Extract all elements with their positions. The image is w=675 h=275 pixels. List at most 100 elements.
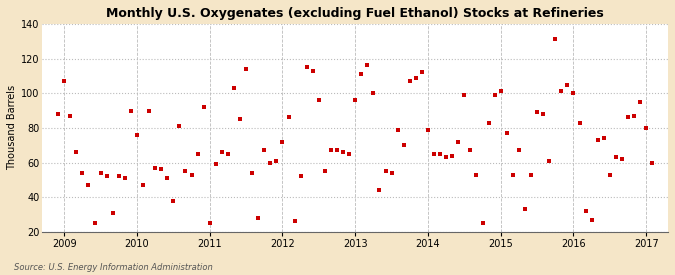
Point	[599, 136, 610, 141]
Point	[634, 100, 645, 104]
Point	[580, 209, 591, 213]
Point	[380, 169, 391, 174]
Point	[574, 120, 585, 125]
Point	[119, 176, 130, 180]
Point	[83, 183, 94, 187]
Point	[168, 199, 179, 203]
Point	[217, 150, 227, 154]
Point	[138, 183, 148, 187]
Point	[211, 162, 221, 166]
Point	[144, 108, 155, 113]
Point	[229, 86, 240, 90]
Point	[241, 67, 252, 71]
Point	[174, 124, 185, 128]
Point	[95, 171, 106, 175]
Point	[429, 152, 439, 156]
Point	[610, 155, 621, 160]
Point	[289, 219, 300, 224]
Point	[526, 172, 537, 177]
Point	[459, 93, 470, 97]
Point	[410, 75, 421, 80]
Point	[265, 160, 275, 165]
Point	[465, 148, 476, 153]
Point	[641, 126, 651, 130]
Point	[338, 150, 348, 154]
Point	[192, 152, 203, 156]
Title: Monthly U.S. Oxygenates (excluding Fuel Ethanol) Stocks at Refineries: Monthly U.S. Oxygenates (excluding Fuel …	[107, 7, 604, 20]
Point	[235, 117, 246, 121]
Point	[483, 120, 494, 125]
Point	[556, 89, 567, 94]
Point	[150, 166, 161, 170]
Point	[156, 167, 167, 172]
Point	[604, 172, 615, 177]
Point	[247, 171, 258, 175]
Point	[132, 133, 142, 137]
Point	[301, 65, 312, 69]
Point	[319, 169, 330, 174]
Point	[223, 152, 234, 156]
Point	[435, 152, 446, 156]
Point	[416, 70, 427, 75]
Point	[495, 89, 506, 94]
Point	[616, 157, 627, 161]
Point	[186, 172, 197, 177]
Point	[502, 131, 512, 135]
Point	[53, 112, 63, 116]
Point	[622, 115, 633, 120]
Point	[59, 79, 70, 83]
Point	[271, 159, 282, 163]
Point	[520, 207, 531, 211]
Y-axis label: Thousand Barrels: Thousand Barrels	[7, 85, 17, 170]
Point	[198, 105, 209, 109]
Point	[107, 211, 118, 215]
Point	[259, 148, 270, 153]
Point	[126, 108, 136, 113]
Point	[392, 127, 403, 132]
Point	[295, 174, 306, 178]
Point	[538, 112, 549, 116]
Point	[532, 110, 543, 114]
Point	[447, 153, 458, 158]
Point	[544, 159, 555, 163]
Point	[180, 169, 191, 174]
Point	[514, 148, 524, 153]
Point	[562, 82, 573, 87]
Point	[283, 115, 294, 120]
Point	[253, 216, 264, 220]
Point	[205, 221, 215, 226]
Point	[162, 176, 173, 180]
Point	[550, 37, 561, 42]
Point	[477, 221, 488, 226]
Point	[362, 63, 373, 68]
Point	[423, 127, 433, 132]
Point	[65, 114, 76, 118]
Point	[71, 150, 82, 154]
Point	[313, 98, 324, 102]
Point	[489, 93, 500, 97]
Point	[568, 91, 579, 95]
Point	[368, 91, 379, 95]
Point	[101, 174, 112, 178]
Point	[113, 174, 124, 178]
Point	[325, 148, 336, 153]
Point	[587, 218, 597, 222]
Point	[350, 98, 360, 102]
Point	[277, 139, 288, 144]
Point	[331, 148, 342, 153]
Point	[344, 152, 354, 156]
Point	[89, 221, 100, 226]
Point	[356, 72, 367, 76]
Point	[471, 172, 482, 177]
Point	[307, 68, 318, 73]
Point	[441, 155, 452, 160]
Point	[453, 139, 464, 144]
Point	[628, 114, 639, 118]
Point	[386, 171, 397, 175]
Point	[508, 172, 518, 177]
Point	[647, 160, 657, 165]
Point	[374, 188, 385, 192]
Point	[592, 138, 603, 142]
Text: Source: U.S. Energy Information Administration: Source: U.S. Energy Information Administ…	[14, 263, 212, 272]
Point	[404, 79, 415, 83]
